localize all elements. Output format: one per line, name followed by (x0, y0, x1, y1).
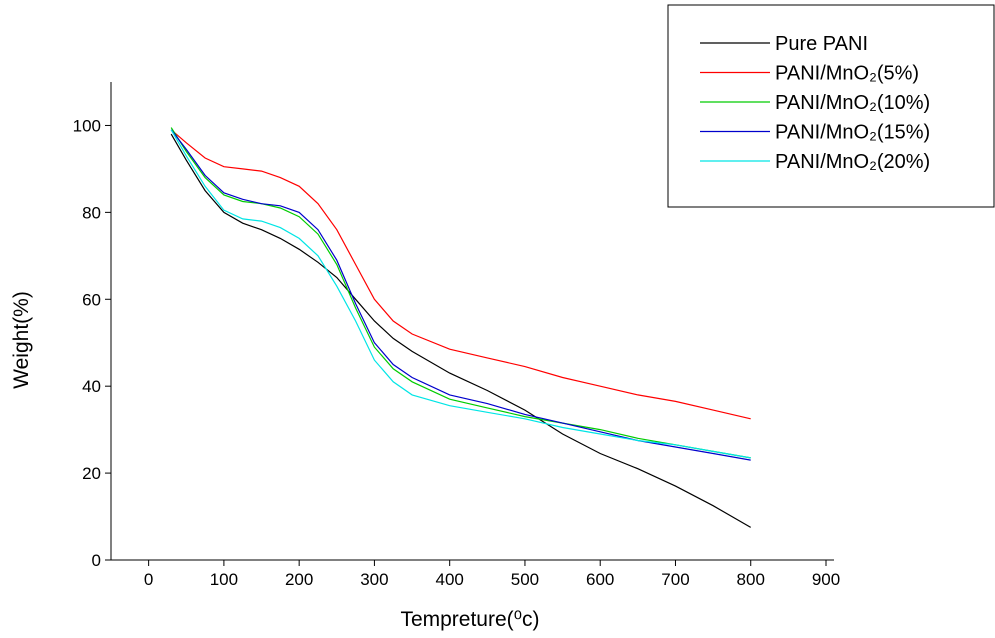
x-tick-label: 100 (210, 570, 238, 589)
x-tick-label: 400 (435, 570, 463, 589)
series-line (170, 133, 751, 528)
series-line (170, 129, 751, 461)
x-tick-label: 200 (285, 570, 313, 589)
y-tick-label: 60 (82, 290, 101, 309)
y-tick-label: 80 (82, 203, 101, 222)
series-line (170, 129, 751, 420)
legend-label: PANI/MnO₂(15%) (775, 122, 930, 144)
y-tick-label: 40 (82, 377, 101, 396)
x-tick-label: 900 (812, 570, 840, 589)
x-tick-label: 500 (511, 570, 539, 589)
legend-label: Pure PANI (775, 33, 868, 55)
x-tick-label: 700 (661, 570, 689, 589)
x-tick-label: 300 (360, 570, 388, 589)
legend-box (667, 4, 995, 208)
legend-label: PANI/MnO₂(5%) (775, 63, 919, 85)
legend-label: PANI/MnO₂(10%) (775, 92, 930, 114)
x-tick-label: 0 (144, 570, 153, 589)
y-axis-label: Weight(%) (10, 291, 33, 389)
x-axis-label: Tempreture(⁰c) (400, 608, 539, 631)
series-line (170, 127, 751, 459)
x-tick-label: 600 (586, 570, 614, 589)
y-tick-label: 100 (73, 116, 101, 135)
y-tick-label: 0 (92, 551, 101, 570)
series-line (170, 129, 751, 459)
y-tick-label: 20 (82, 464, 101, 483)
x-tick-label: 800 (737, 570, 765, 589)
legend-label: PANI/MnO₂(20%) (775, 151, 930, 173)
